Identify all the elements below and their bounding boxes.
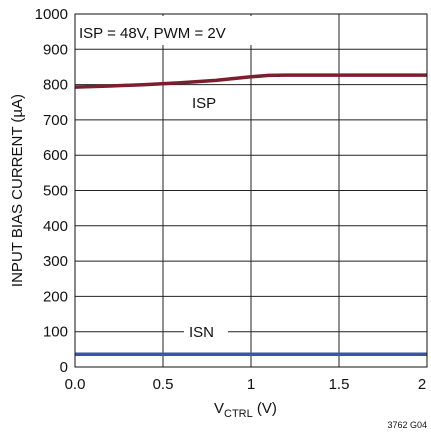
condition-label-background	[76, 16, 252, 45]
x-tick-label: 2	[418, 376, 426, 393]
x-axis-title-main: V	[214, 400, 224, 417]
x-axis-title: VCTRL (V)	[214, 400, 277, 420]
y-tick-label: 400	[43, 218, 68, 235]
y-tick-labels: 0 100 200 300 400 500 600 700 800 900 1000	[35, 6, 68, 376]
y-tick-label: 200	[43, 288, 68, 305]
condition-label: ISP = 48V, PWM = 2V	[79, 25, 226, 42]
plot-frame	[74, 13, 428, 368]
y-tick-label: 0	[60, 359, 68, 376]
grid-lines	[74, 13, 428, 368]
x-tick-label: 1.5	[329, 376, 350, 393]
x-axis-title-subscript: CTRL	[224, 408, 253, 420]
x-tick-label: 0.5	[153, 376, 174, 393]
x-tick-label: 1	[247, 376, 255, 393]
x-tick-labels: 0.0 0.5 1 1.5 2	[65, 376, 427, 393]
y-tick-label: 100	[43, 324, 68, 341]
y-tick-label: 700	[43, 112, 68, 129]
y-tick-label: 300	[43, 253, 68, 270]
series-line-isp	[74, 73, 427, 89]
series-label-isn: ISN	[189, 324, 214, 341]
series-label-isn-background	[184, 322, 228, 342]
y-tick-label: 600	[43, 147, 68, 164]
y-axis-title: INPUT BIAS CURRENT (µA)	[9, 94, 26, 287]
y-tick-label: 1000	[35, 6, 68, 23]
y-tick-label: 500	[43, 183, 68, 200]
x-tick-label: 0.0	[65, 376, 86, 393]
series-lines	[74, 73, 427, 357]
y-tick-label: 900	[43, 41, 68, 58]
y-tick-label: 800	[43, 77, 68, 94]
series-label-isp: ISP	[192, 95, 216, 112]
figure-code: 3762 G04	[387, 420, 427, 430]
x-axis-title-unit: (V)	[253, 400, 277, 417]
